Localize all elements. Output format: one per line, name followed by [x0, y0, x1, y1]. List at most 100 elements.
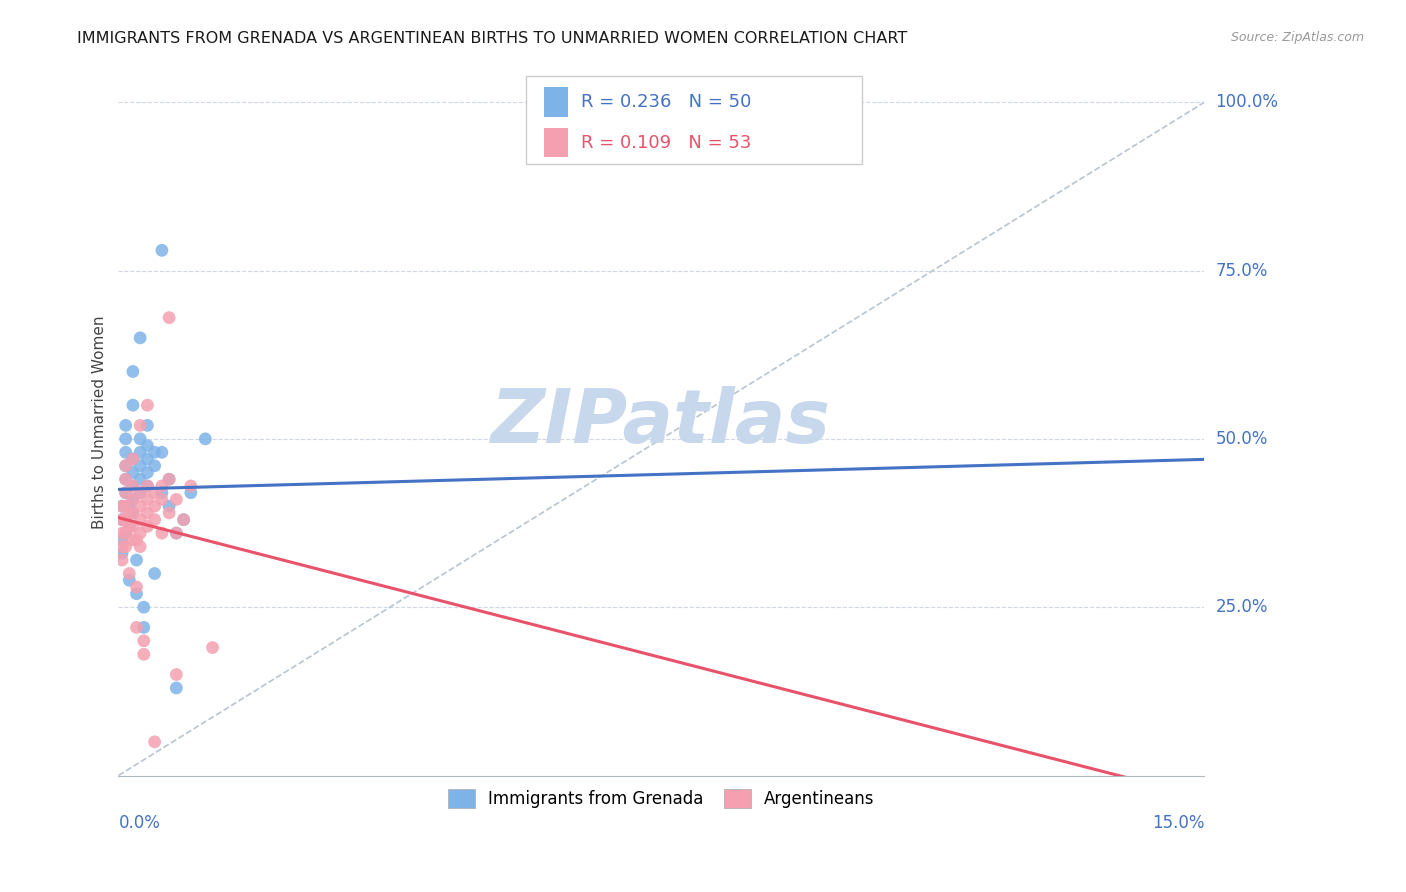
Point: [157, 472, 180, 486]
Point: [136, 418, 159, 433]
Point: [143, 566, 166, 581]
Point: [111, 499, 134, 513]
Point: [118, 506, 141, 520]
Point: [114, 472, 136, 486]
Text: 50.0%: 50.0%: [1216, 430, 1268, 448]
Point: [157, 506, 180, 520]
Point: [122, 479, 145, 493]
Point: [122, 452, 145, 467]
Point: [136, 439, 159, 453]
Text: R = 0.236   N = 50: R = 0.236 N = 50: [581, 93, 751, 111]
Text: ZIPatlas: ZIPatlas: [492, 385, 831, 458]
Point: [125, 533, 148, 547]
Point: [125, 587, 148, 601]
Point: [180, 485, 202, 500]
Point: [165, 667, 187, 681]
Point: [136, 398, 159, 412]
Point: [157, 499, 180, 513]
Point: [136, 452, 159, 467]
Point: [111, 499, 134, 513]
Point: [129, 540, 152, 554]
Point: [201, 640, 224, 655]
Point: [165, 681, 187, 695]
Point: [122, 479, 145, 493]
Point: [114, 458, 136, 473]
Point: [150, 485, 173, 500]
Point: [122, 506, 145, 520]
Text: 15.0%: 15.0%: [1152, 814, 1205, 832]
Point: [132, 633, 155, 648]
Text: IMMIGRANTS FROM GRENADA VS ARGENTINEAN BIRTHS TO UNMARRIED WOMEN CORRELATION CHA: IMMIGRANTS FROM GRENADA VS ARGENTINEAN B…: [77, 31, 908, 46]
Point: [165, 526, 187, 541]
Text: 75.0%: 75.0%: [1216, 261, 1268, 279]
Point: [114, 485, 136, 500]
Point: [122, 519, 145, 533]
Text: 25.0%: 25.0%: [1216, 599, 1268, 616]
Point: [129, 485, 152, 500]
FancyBboxPatch shape: [526, 76, 862, 164]
Point: [157, 472, 180, 486]
Point: [114, 472, 136, 486]
Point: [122, 492, 145, 507]
Point: [136, 466, 159, 480]
Point: [132, 648, 155, 662]
Point: [173, 513, 195, 527]
Point: [129, 418, 152, 433]
Point: [132, 620, 155, 634]
Point: [143, 445, 166, 459]
Point: [136, 479, 159, 493]
Point: [114, 513, 136, 527]
Point: [157, 310, 180, 325]
Point: [129, 485, 152, 500]
Point: [150, 445, 173, 459]
Point: [136, 479, 159, 493]
Text: 0.0%: 0.0%: [118, 814, 160, 832]
Text: 100.0%: 100.0%: [1216, 93, 1278, 112]
Point: [194, 432, 217, 446]
Point: [132, 600, 155, 615]
Legend: Immigrants from Grenada, Argentineans: Immigrants from Grenada, Argentineans: [440, 780, 883, 817]
Point: [150, 492, 173, 507]
Point: [114, 485, 136, 500]
Point: [173, 513, 195, 527]
Point: [143, 735, 166, 749]
Point: [136, 506, 159, 520]
Point: [114, 526, 136, 541]
Point: [143, 513, 166, 527]
Point: [114, 418, 136, 433]
Point: [150, 244, 173, 258]
Point: [129, 513, 152, 527]
Point: [125, 620, 148, 634]
Point: [118, 519, 141, 533]
Point: [122, 492, 145, 507]
Point: [136, 519, 159, 533]
Point: [111, 540, 134, 554]
Point: [114, 445, 136, 459]
Point: [180, 479, 202, 493]
Point: [114, 499, 136, 513]
Point: [122, 398, 145, 412]
Point: [111, 526, 134, 541]
Point: [129, 331, 152, 345]
Point: [114, 458, 136, 473]
Point: [125, 580, 148, 594]
Point: [125, 553, 148, 567]
Point: [122, 506, 145, 520]
Point: [129, 432, 152, 446]
Point: [111, 553, 134, 567]
Point: [143, 485, 166, 500]
Point: [118, 566, 141, 581]
Point: [165, 492, 187, 507]
Point: [129, 499, 152, 513]
Y-axis label: Births to Unmarried Women: Births to Unmarried Women: [93, 315, 107, 529]
Point: [150, 479, 173, 493]
Point: [143, 458, 166, 473]
Text: R = 0.109   N = 53: R = 0.109 N = 53: [581, 134, 751, 152]
FancyBboxPatch shape: [544, 87, 568, 117]
FancyBboxPatch shape: [544, 128, 568, 157]
Point: [111, 513, 134, 527]
Point: [150, 526, 173, 541]
Point: [129, 445, 152, 459]
Point: [129, 472, 152, 486]
Point: [114, 513, 136, 527]
